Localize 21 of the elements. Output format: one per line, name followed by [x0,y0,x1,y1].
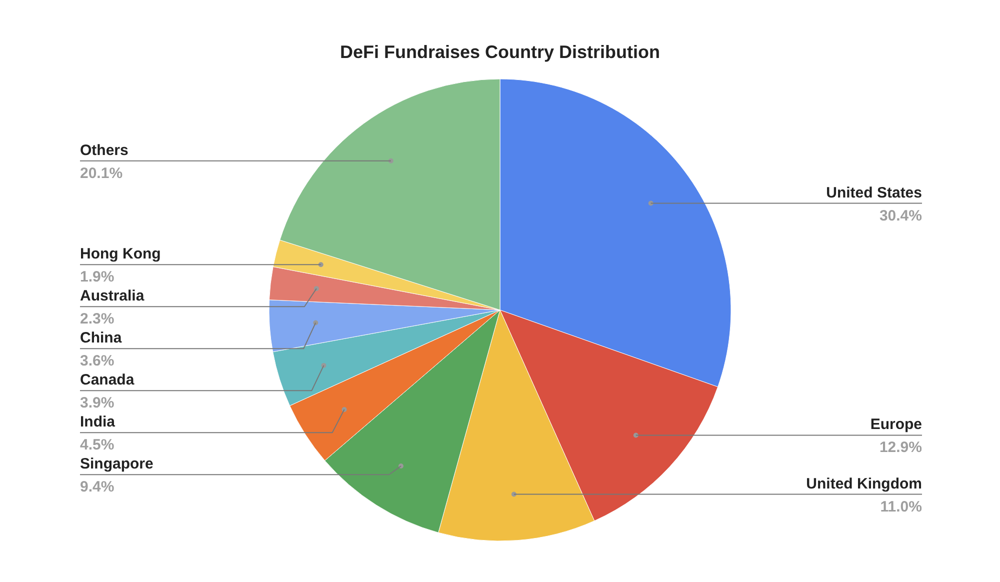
data-label: 3.9% [80,394,114,412]
slice-label: United Kingdom [806,475,922,492]
data-label: 30.4% [879,207,922,224]
data-label: 12.9% [879,439,922,456]
data-label: 11.0% [880,498,922,516]
data-label: 2.3% [80,310,114,328]
slice-label: Singapore [80,456,154,473]
slice-label: Hong Kong [80,246,161,263]
slice-label: India [80,414,116,431]
data-label: 20.1% [80,164,123,182]
data-label: 3.6% [80,352,114,370]
data-label: 4.5% [80,436,114,454]
slice-label: United States [826,184,922,202]
slice-label: Others [80,142,128,159]
slice-label: Australia [80,288,145,305]
data-label: 1.9% [80,268,114,286]
data-label: 9.4% [80,478,114,496]
slice-label: China [80,330,122,347]
chart-title: DeFi Fundraises Country Distribution [340,42,660,62]
slice-label: Canada [80,372,135,389]
slice-label: Europe [870,416,922,434]
